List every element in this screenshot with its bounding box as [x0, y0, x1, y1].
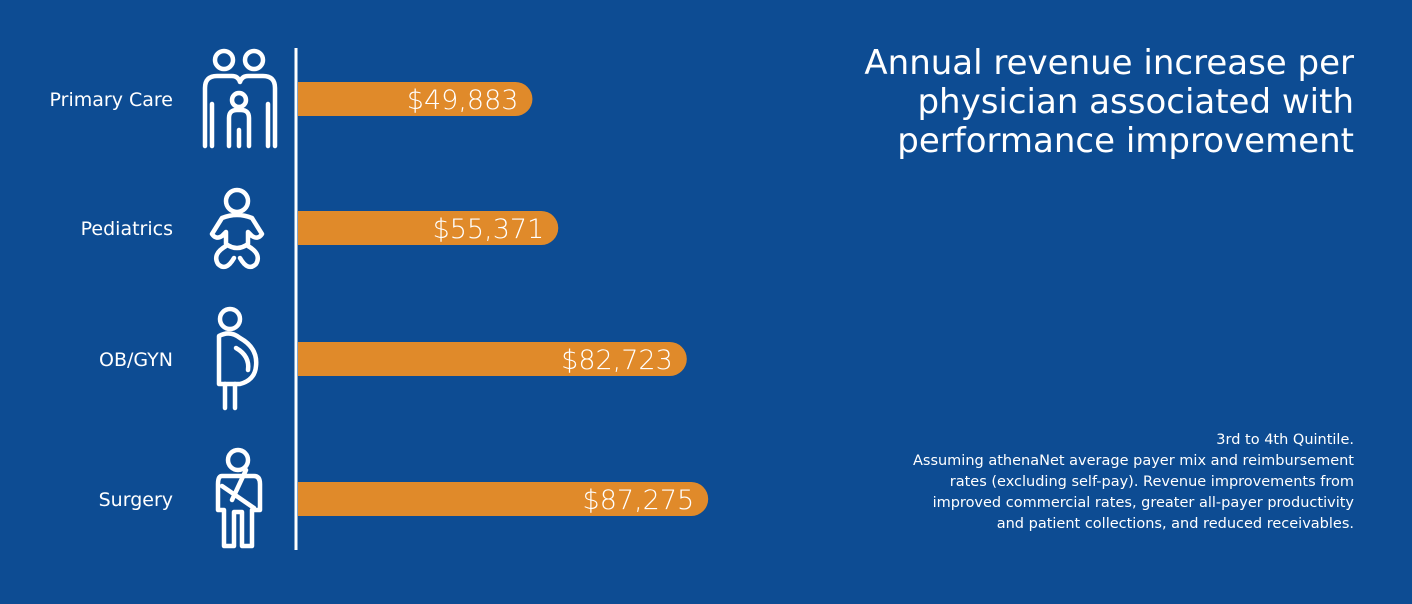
value-label: $87,275 [583, 485, 695, 516]
footnote-line: rates (excluding self-pay). Revenue impr… [949, 474, 1354, 490]
bar-chart: Primary Care Pediatrics OB/GYN Surgery $… [50, 48, 709, 550]
footnote-line: improved commercial rates, greater all-p… [932, 495, 1354, 511]
title-line: performance improvement [897, 121, 1354, 161]
footnote-line: 3rd to 4th Quintile. [1216, 432, 1354, 448]
bar [298, 211, 559, 245]
bars-group [298, 82, 709, 516]
bar [298, 482, 709, 516]
pregnant-woman-icon [216, 306, 259, 411]
category-label: Pediatrics [81, 218, 173, 240]
category-label: Primary Care [50, 89, 173, 111]
value-labels: $49,883 $55,371 $82,723 $87,275 [407, 85, 694, 516]
category-label: Surgery [99, 489, 173, 511]
injured-person-icon [215, 447, 263, 549]
bar [298, 82, 533, 116]
category-labels: Primary Care Pediatrics OB/GYN Surgery [50, 89, 173, 511]
value-label: $55,371 [433, 214, 545, 245]
bar [298, 342, 687, 376]
value-label: $49,883 [407, 85, 519, 116]
family-icon [202, 48, 278, 149]
title-line: physician associated with [917, 82, 1354, 122]
baby-icon [209, 187, 265, 270]
footnote-line: Assuming athenaNet average payer mix and… [912, 453, 1354, 469]
footnote: 3rd to 4th Quintile. Assuming athenaNet … [854, 430, 1354, 535]
title-line: Annual revenue increase per [864, 43, 1354, 83]
chart-title: Annual revenue increase per physician as… [794, 44, 1354, 161]
footnote-line: and patient collections, and reduced rec… [996, 516, 1354, 532]
category-label: OB/GYN [99, 349, 173, 371]
value-label: $82,723 [561, 345, 673, 376]
